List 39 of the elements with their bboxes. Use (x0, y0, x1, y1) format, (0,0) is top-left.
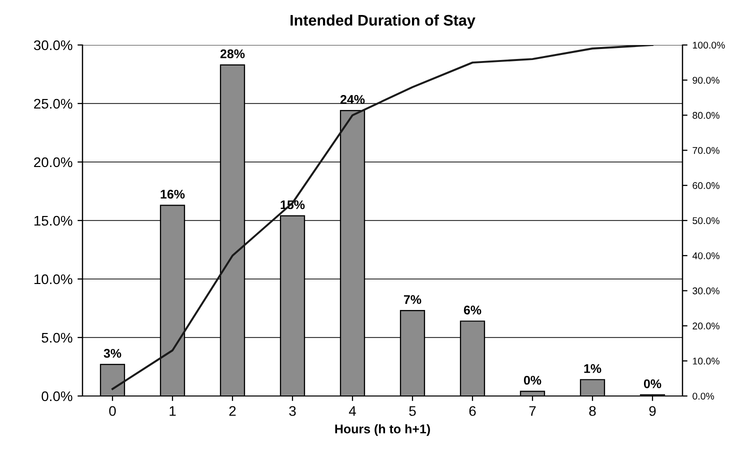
y2-tick-label: 30.0% (692, 287, 720, 294)
y2-tick-label: 90.0% (692, 76, 720, 84)
x-tick-label: 5 (409, 406, 416, 416)
x-tick-label: 2 (229, 406, 236, 416)
x-tick-label: 9 (649, 406, 656, 416)
data-label: 16% (160, 190, 185, 199)
y2-tick-label: 60.0% (692, 182, 720, 190)
data-label: 0% (524, 376, 542, 385)
data-label: 3% (104, 348, 122, 358)
y-tick-label: 5.0% (42, 332, 72, 343)
data-label: 7% (404, 295, 422, 304)
x-tick-label: 0 (109, 406, 116, 416)
y2-tick-label: 50.0% (692, 217, 720, 224)
y-tick-label: 25.0% (34, 98, 72, 109)
x-tick-label: 1 (170, 406, 176, 416)
x-tick-label: 6 (469, 406, 476, 416)
data-label: 1% (584, 364, 602, 373)
y-tick-label: 20.0% (34, 157, 72, 168)
x-tick-label: 7 (529, 406, 536, 416)
y-tick-label: 15.0% (34, 216, 72, 226)
y2-tick-label: 0.0% (692, 392, 714, 400)
data-label: 28% (220, 49, 245, 58)
data-label: 6% (464, 306, 482, 314)
data-label: 0% (644, 379, 662, 388)
y-tick-label: 0.0% (42, 391, 72, 402)
y2-tick-label: 80.0% (692, 112, 720, 119)
y2-tick-label: 40.0% (692, 252, 720, 260)
x-tick-label: 8 (589, 406, 596, 416)
x-tick-label: 4 (348, 406, 356, 416)
x-axis-title: Hours (h to h+1) (335, 424, 430, 436)
y-tick-label: 30.0% (34, 40, 72, 50)
y-tick-label: 10.0% (34, 274, 72, 284)
y2-tick-label: 20.0% (692, 322, 720, 330)
data-label: 24% (340, 95, 365, 104)
y2-tick-label: 10.0% (692, 358, 720, 365)
y2-tick-label: 100.0% (692, 42, 725, 49)
y2-tick-label: 70.0% (692, 147, 720, 154)
x-tick-label: 3 (289, 406, 296, 416)
chart-title: Intended Duration of Stay (290, 14, 476, 29)
